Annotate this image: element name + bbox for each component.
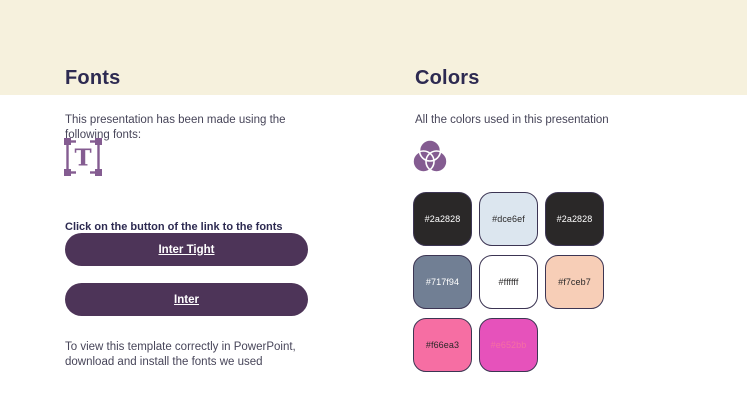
swatch-hex-label: #f66ea3 (425, 340, 460, 350)
font-link-label: Inter Tight (158, 243, 215, 256)
swatch-hex-label: #f7ceb7 (558, 277, 591, 287)
svg-text:T: T (74, 145, 91, 172)
fonts-cta-text: Click on the button of the link to the f… (65, 221, 283, 233)
swatch-hex-label: #717f94 (425, 277, 460, 287)
swatch-hex-label: #e652bb (490, 340, 527, 350)
color-swatch: #717f94 (413, 255, 472, 309)
color-swatch: #f66ea3 (413, 318, 472, 372)
palette-icon (410, 137, 450, 177)
colors-section-title: Colors (415, 66, 480, 89)
swatch-hex-label: #2a2828 (556, 214, 593, 224)
fonts-section-title: Fonts (65, 66, 121, 89)
text-frame-icon: T (63, 137, 103, 177)
color-swatch: #2a2828 (545, 192, 604, 246)
color-swatch: #ffffff (479, 255, 538, 309)
color-swatch: #dce6ef (479, 192, 538, 246)
color-swatch: #2a2828 (413, 192, 472, 246)
font-link-button-inter[interactable]: Inter (65, 283, 308, 316)
fonts-note-text: To view this template correctly in Power… (65, 340, 296, 368)
font-link-button-inter-tight[interactable]: Inter Tight (65, 233, 308, 266)
color-swatch: #f7ceb7 (545, 255, 604, 309)
colors-intro-text: All the colors used in this presentation (415, 113, 609, 126)
color-swatch: #e652bb (479, 318, 538, 372)
color-swatch-grid: #2a2828 #dce6ef #2a2828 #717f94 #ffffff … (413, 192, 604, 372)
swatch-hex-label: #ffffff (498, 277, 519, 287)
fonts-intro-text: This presentation has been made using th… (65, 113, 286, 141)
swatch-hex-label: #dce6ef (492, 214, 525, 224)
swatch-hex-label: #2a2828 (424, 214, 461, 224)
font-link-label: Inter (174, 293, 199, 306)
header-band (0, 0, 747, 95)
